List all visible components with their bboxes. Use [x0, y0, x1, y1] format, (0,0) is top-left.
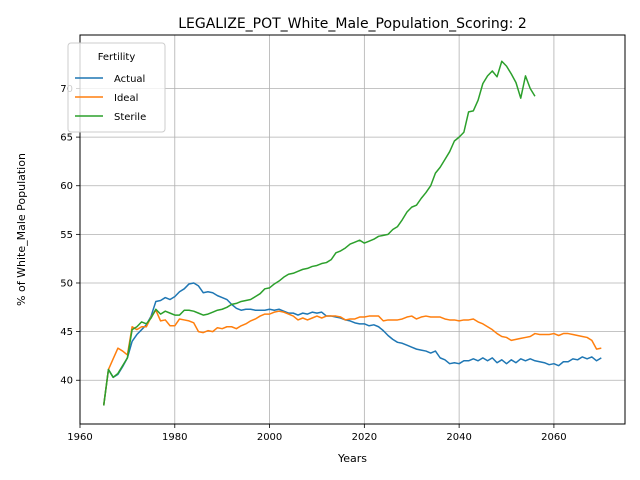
- y-tick-label: 60: [60, 181, 73, 192]
- y-tick-label: 40: [60, 376, 73, 387]
- series-line-sterile: [102, 60, 536, 406]
- legend-box: [67, 42, 166, 133]
- x-axis-label: Years: [337, 452, 367, 465]
- legend-label-actual: Actual: [114, 74, 145, 85]
- y-axis-label: % of White_Male Population: [15, 153, 28, 306]
- x-tick-label: 1960: [67, 432, 92, 443]
- x-tick-label: 2040: [446, 432, 471, 443]
- grid-lines: [79, 35, 625, 424]
- legend-title: Fertility: [98, 52, 136, 63]
- x-axis-ticks: 1960 1980 2000 2020 2040 2060: [67, 424, 567, 443]
- series-line-ideal: [102, 309, 602, 406]
- y-tick-label: 65: [60, 133, 73, 144]
- y-tick-label: 45: [60, 327, 73, 338]
- chart-title: LEGALIZE_POT_White_Male_Population_Scori…: [178, 16, 527, 32]
- legend-label-ideal: Ideal: [114, 93, 138, 104]
- series-line-actual: [102, 282, 602, 406]
- legend: Fertility Actual Ideal Sterile: [67, 42, 166, 133]
- y-tick-label: 50: [60, 278, 73, 289]
- x-tick-label: 1980: [162, 432, 187, 443]
- y-tick-label: 55: [60, 230, 73, 241]
- x-tick-label: 2020: [352, 432, 377, 443]
- x-tick-label: 2060: [541, 432, 566, 443]
- plot-frame: [79, 34, 626, 425]
- legend-label-sterile: Sterile: [114, 112, 146, 123]
- x-tick-label: 2000: [257, 432, 282, 443]
- y-tick-label: 70: [60, 84, 73, 95]
- series-lines: [102, 60, 602, 406]
